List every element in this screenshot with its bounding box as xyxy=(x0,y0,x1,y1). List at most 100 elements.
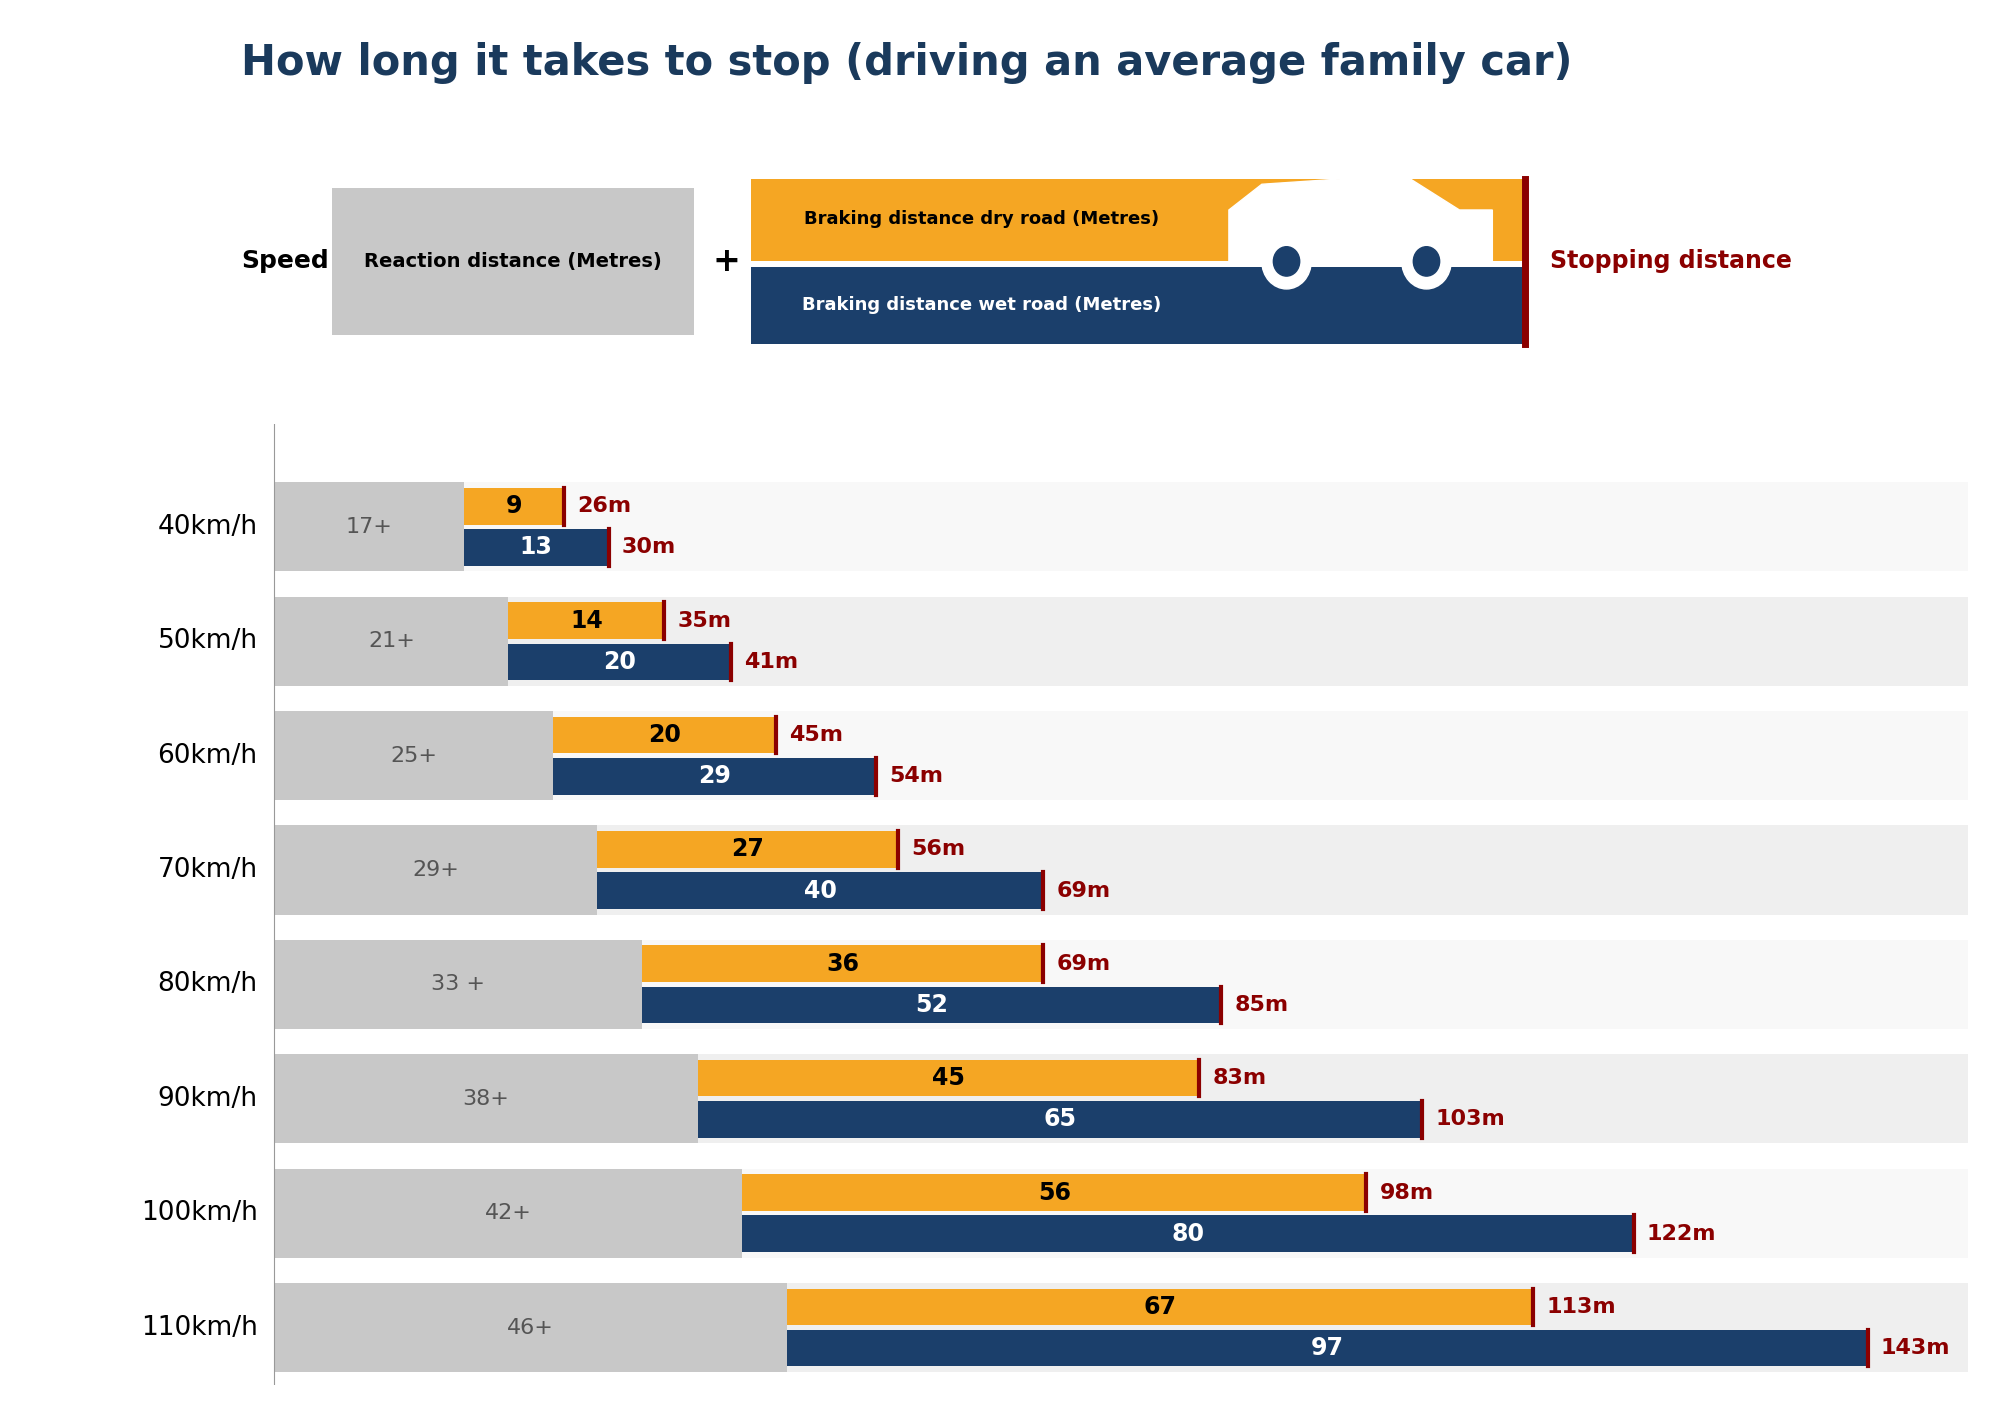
Bar xyxy=(275,940,642,1029)
Bar xyxy=(508,602,664,639)
Bar xyxy=(331,188,694,335)
Text: 29+: 29+ xyxy=(411,861,460,880)
Bar xyxy=(275,596,508,685)
Bar xyxy=(275,825,598,914)
Bar xyxy=(275,1169,743,1258)
Text: 83m: 83m xyxy=(1212,1068,1266,1088)
Bar xyxy=(787,1330,1867,1366)
Bar xyxy=(275,1169,1967,1258)
Bar xyxy=(743,1174,1365,1211)
Text: 67: 67 xyxy=(1144,1294,1176,1318)
Bar xyxy=(275,1054,696,1143)
Bar xyxy=(275,1169,743,1258)
Bar xyxy=(275,1283,787,1372)
Text: 13: 13 xyxy=(520,536,552,560)
Text: 65: 65 xyxy=(1044,1108,1076,1132)
Text: 40km/h: 40km/h xyxy=(157,514,257,540)
Bar xyxy=(642,945,1042,982)
Text: 38+: 38+ xyxy=(462,1089,510,1109)
Text: 70km/h: 70km/h xyxy=(157,858,257,883)
Bar xyxy=(275,1054,696,1143)
Text: 41m: 41m xyxy=(745,651,799,671)
Text: 90km/h: 90km/h xyxy=(157,1085,257,1112)
Text: 45: 45 xyxy=(931,1067,965,1091)
Text: 25+: 25+ xyxy=(389,746,438,766)
Text: 69m: 69m xyxy=(1056,954,1110,974)
Bar xyxy=(275,1283,787,1372)
Text: 17+: 17+ xyxy=(345,517,391,537)
Text: 60km/h: 60km/h xyxy=(157,743,257,769)
Text: 110km/h: 110km/h xyxy=(140,1314,257,1341)
Bar xyxy=(275,940,642,1029)
Text: 80: 80 xyxy=(1170,1222,1204,1246)
Text: 80km/h: 80km/h xyxy=(157,971,257,998)
Bar xyxy=(275,711,552,800)
Text: 122m: 122m xyxy=(1646,1224,1716,1243)
Text: 14: 14 xyxy=(570,609,602,633)
Text: 9: 9 xyxy=(506,495,522,519)
Bar xyxy=(751,267,1525,343)
Text: 85m: 85m xyxy=(1234,995,1288,1015)
Circle shape xyxy=(1260,233,1311,288)
Bar xyxy=(464,528,608,565)
Text: 46+: 46+ xyxy=(508,1317,554,1338)
Text: 100km/h: 100km/h xyxy=(140,1200,257,1226)
Text: 20: 20 xyxy=(648,723,680,747)
Bar xyxy=(275,482,464,571)
Text: 113m: 113m xyxy=(1545,1297,1616,1317)
Text: Stopping distance: Stopping distance xyxy=(1549,250,1790,273)
Text: 69m: 69m xyxy=(1056,880,1110,900)
Text: 103m: 103m xyxy=(1435,1109,1505,1129)
Bar xyxy=(696,1060,1198,1096)
Text: 143m: 143m xyxy=(1881,1338,1949,1358)
Bar xyxy=(275,482,1967,571)
Text: 36: 36 xyxy=(825,952,859,976)
Bar xyxy=(508,643,731,680)
Text: Reaction distance (Metres): Reaction distance (Metres) xyxy=(363,252,660,271)
Circle shape xyxy=(1272,247,1299,276)
Bar xyxy=(275,596,1967,685)
Bar xyxy=(743,1215,1634,1252)
Text: 26m: 26m xyxy=(578,496,632,516)
Text: 35m: 35m xyxy=(676,610,731,630)
Text: 40: 40 xyxy=(803,879,837,903)
Bar xyxy=(552,716,775,753)
Bar xyxy=(275,1283,1967,1372)
Text: Braking distance dry road (Metres): Braking distance dry road (Metres) xyxy=(805,211,1158,227)
Text: 21+: 21+ xyxy=(367,632,415,651)
Bar xyxy=(275,711,1967,800)
Bar xyxy=(275,940,1967,1029)
Bar xyxy=(552,757,875,794)
Text: 33 +: 33 + xyxy=(432,975,486,995)
Text: How long it takes to stop (driving an average family car): How long it takes to stop (driving an av… xyxy=(241,42,1571,85)
Circle shape xyxy=(1401,233,1451,288)
Bar xyxy=(275,596,508,685)
Text: 52: 52 xyxy=(915,993,947,1017)
Bar xyxy=(751,178,1525,261)
Text: 54m: 54m xyxy=(889,766,943,786)
Bar xyxy=(696,1101,1421,1137)
Circle shape xyxy=(1413,247,1439,276)
Bar xyxy=(275,825,1967,914)
Text: 97: 97 xyxy=(1311,1337,1343,1361)
Bar xyxy=(275,482,464,571)
Text: 98m: 98m xyxy=(1379,1183,1433,1202)
Text: 45m: 45m xyxy=(789,725,843,745)
Text: 42+: 42+ xyxy=(484,1202,532,1224)
Bar xyxy=(598,872,1042,909)
Bar xyxy=(275,711,552,800)
Text: 56: 56 xyxy=(1038,1181,1070,1204)
Text: Braking distance wet road (Metres): Braking distance wet road (Metres) xyxy=(803,297,1160,315)
Bar xyxy=(275,1054,1967,1143)
Bar xyxy=(787,1289,1533,1325)
Text: 56m: 56m xyxy=(911,839,965,859)
Bar xyxy=(642,986,1220,1023)
Text: 50km/h: 50km/h xyxy=(157,629,257,654)
Text: +: + xyxy=(712,244,741,278)
Bar xyxy=(598,831,897,868)
Polygon shape xyxy=(1228,178,1491,261)
Text: Speed: Speed xyxy=(241,250,329,273)
Bar xyxy=(464,487,564,524)
Text: 20: 20 xyxy=(602,650,636,674)
Bar xyxy=(275,825,598,914)
